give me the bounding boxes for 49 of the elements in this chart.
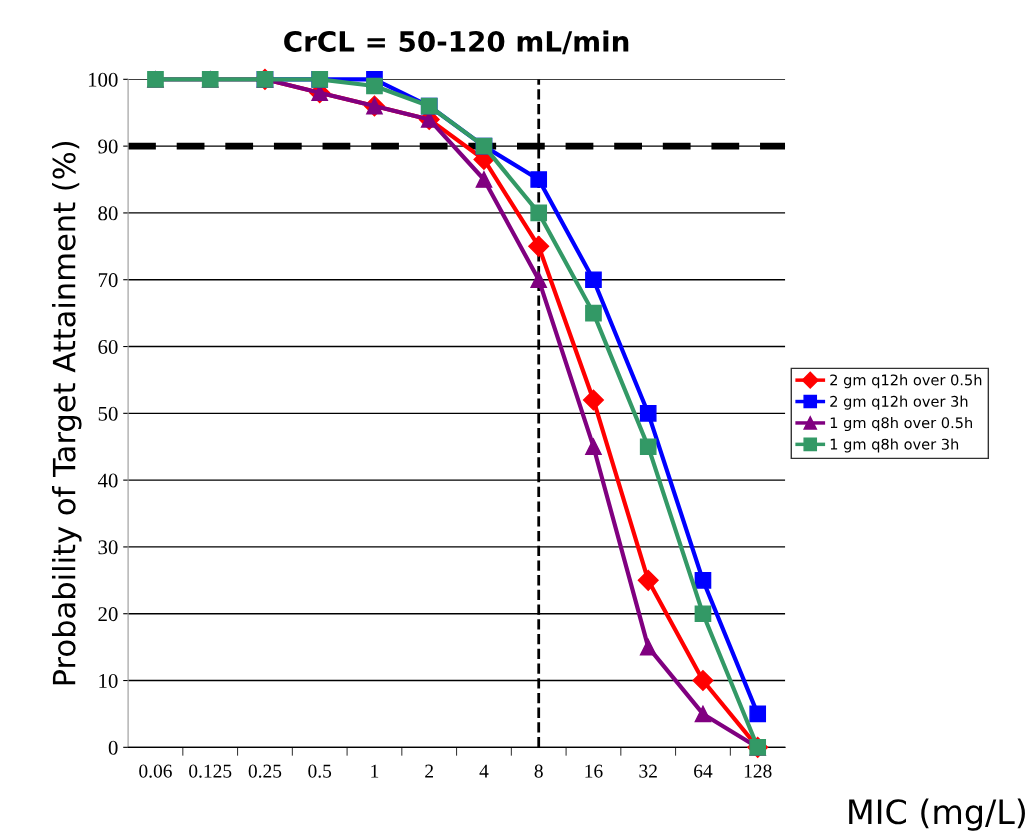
- x-axis-title: MIC (mg/L): [849, 798, 1025, 831]
- chart-title: CrCL = 50-120 mL/min: [284, 30, 629, 55]
- point: [530, 271, 548, 289]
- y-tick-label: 50: [98, 406, 118, 421]
- point: [694, 571, 712, 589]
- point: [694, 705, 712, 723]
- y-tick-label: 0: [108, 740, 118, 755]
- y-tick-label: 10: [99, 673, 118, 688]
- point: [582, 389, 604, 411]
- point: [585, 304, 602, 322]
- y-tick-label: 80: [98, 206, 118, 221]
- x-tick-label: 4: [479, 764, 489, 778]
- point: [530, 171, 548, 188]
- legend-label: 2 gm q12h over 0.5h: [830, 374, 982, 389]
- point: [639, 638, 657, 656]
- y-tick-label: 100: [88, 72, 118, 87]
- y-tick-label: 60: [98, 339, 118, 354]
- y-tick-label: 30: [98, 540, 118, 555]
- x-tick-label: 64: [694, 764, 713, 778]
- point: [637, 569, 659, 591]
- y-tick-label: 20: [98, 607, 118, 622]
- x-tick-label: 1: [371, 764, 379, 778]
- point: [585, 438, 602, 456]
- legend-label: 1 gm q8h over 0.5h: [830, 416, 972, 432]
- point: [585, 271, 602, 289]
- x-tick-label: 0.25: [248, 764, 282, 778]
- x-tick-label: 32: [639, 764, 657, 778]
- y-tick-label: 90: [98, 139, 118, 154]
- legend-label: 1 gm q8h over 3h: [830, 438, 959, 453]
- legend-label: 2 gm q12h over 3h: [830, 395, 968, 410]
- x-tick-label: 0.125: [189, 764, 232, 778]
- point: [694, 605, 712, 623]
- point: [528, 235, 550, 257]
- point: [639, 438, 657, 456]
- y-tick-label: 40: [97, 473, 118, 488]
- point: [692, 670, 714, 692]
- x-tick-label: 0.06: [139, 764, 172, 778]
- y-tick-label: 70: [98, 273, 118, 288]
- x-tick-label: 2: [425, 764, 433, 778]
- point: [530, 204, 548, 222]
- point: [366, 77, 383, 95]
- y-axis-title: Probability of Target Attainment (%): [51, 141, 82, 685]
- x-tick-label: 128: [744, 764, 772, 778]
- x-tick-label: 8: [534, 764, 543, 778]
- x-tick-label: 16: [585, 764, 603, 778]
- point: [475, 171, 493, 188]
- x-tick-label: 0.5: [308, 764, 332, 778]
- point: [749, 705, 767, 723]
- point: [639, 404, 657, 422]
